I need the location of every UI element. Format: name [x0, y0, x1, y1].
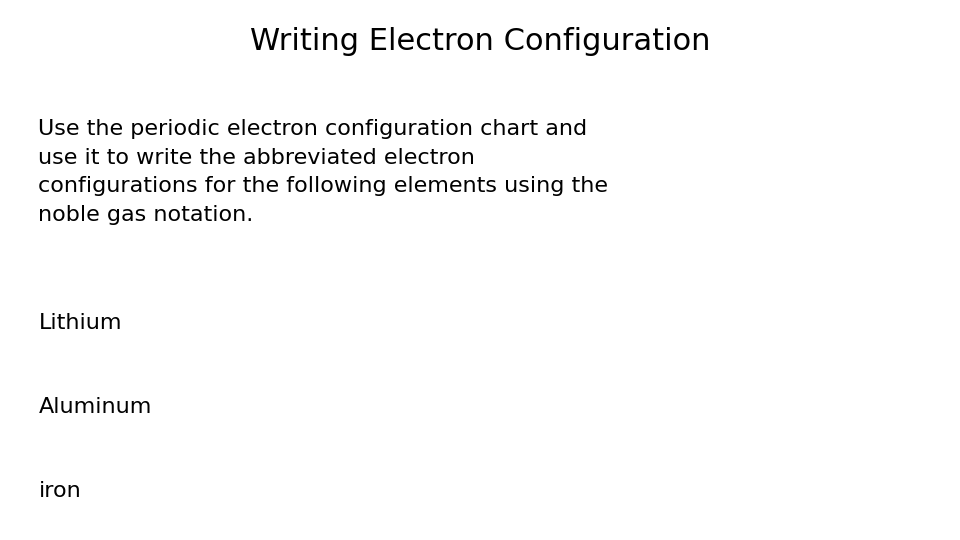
Text: Lithium: Lithium [38, 313, 122, 333]
Text: Use the periodic electron configuration chart and
use it to write the abbreviate: Use the periodic electron configuration … [38, 119, 609, 225]
Text: Aluminum: Aluminum [38, 397, 152, 417]
Text: iron: iron [38, 481, 82, 501]
Text: Writing Electron Configuration: Writing Electron Configuration [250, 27, 710, 56]
